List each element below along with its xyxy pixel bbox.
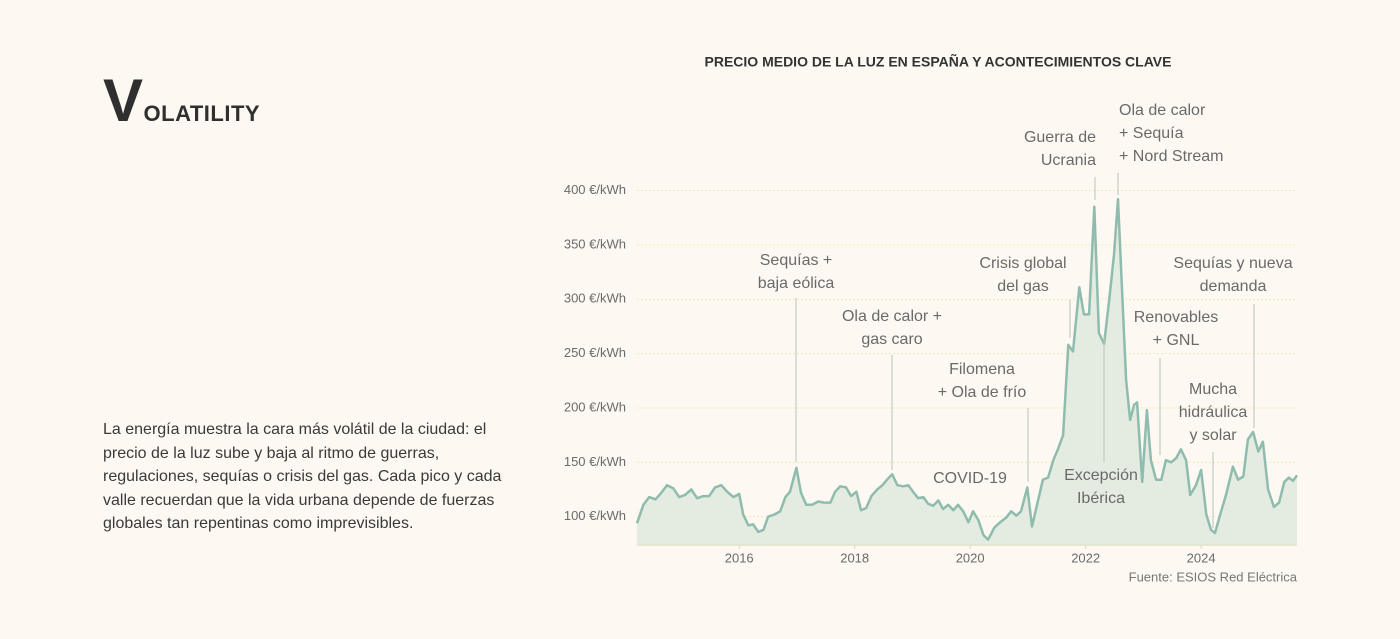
annotation: Filomena [949, 361, 1015, 378]
annotation: Ola de calor + [842, 308, 942, 325]
annotation: y solar [1189, 427, 1237, 444]
annotation: + Ola de frío [938, 384, 1027, 401]
annotation: + Sequía [1119, 125, 1184, 142]
annotation: Crisis global [979, 255, 1066, 272]
y-tick-label: 300 €/kWh [564, 291, 626, 306]
annotation: Excepción [1064, 467, 1138, 484]
annotation: Ucrania [1041, 152, 1096, 169]
annotation: demanda [1200, 278, 1267, 295]
annotation: gas caro [861, 331, 922, 348]
heading: VOLATILITY [103, 67, 261, 134]
annotation: baja eólica [758, 275, 835, 292]
annotation: Renovables [1134, 309, 1219, 326]
annotation: Mucha [1189, 381, 1237, 398]
x-tick-label: 2022 [1071, 550, 1100, 565]
annotation: del gas [997, 278, 1049, 295]
x-tick-label: 2016 [725, 550, 754, 565]
annotation: + Nord Stream [1119, 148, 1223, 165]
x-tick-label: 2020 [956, 550, 985, 565]
y-tick-label: 350 €/kWh [564, 236, 626, 251]
annotation: hidráulica [1179, 404, 1248, 421]
paragraph: La energía muestra la cara más volátil d… [103, 421, 502, 532]
annotation: Ibérica [1077, 490, 1125, 507]
x-tick-label: 2024 [1187, 550, 1216, 565]
x-tick-label: 2018 [840, 550, 869, 565]
chart-title: PRECIO MEDIO DE LA LUZ EN ESPAÑA Y ACONT… [705, 53, 1172, 70]
annotation: Sequías + [760, 252, 833, 269]
annotation: Sequías y nueva [1173, 255, 1292, 272]
y-tick-label: 150 €/kWh [564, 454, 626, 469]
annotation: Ola de calor [1119, 102, 1206, 119]
y-tick-label: 250 €/kWh [564, 345, 626, 360]
y-tick-label: 200 €/kWh [564, 399, 626, 414]
annotation: + GNL [1153, 332, 1200, 349]
line [635, 197, 1299, 541]
y-tick-label: 100 €/kWh [564, 508, 626, 523]
y-tick-label: 400 €/kWh [564, 182, 626, 197]
area [637, 199, 1297, 545]
source: Fuente: ESIOS Red Eléctrica [1129, 569, 1298, 584]
annotation: COVID-19 [933, 470, 1007, 487]
annotation: Guerra de [1024, 129, 1096, 146]
